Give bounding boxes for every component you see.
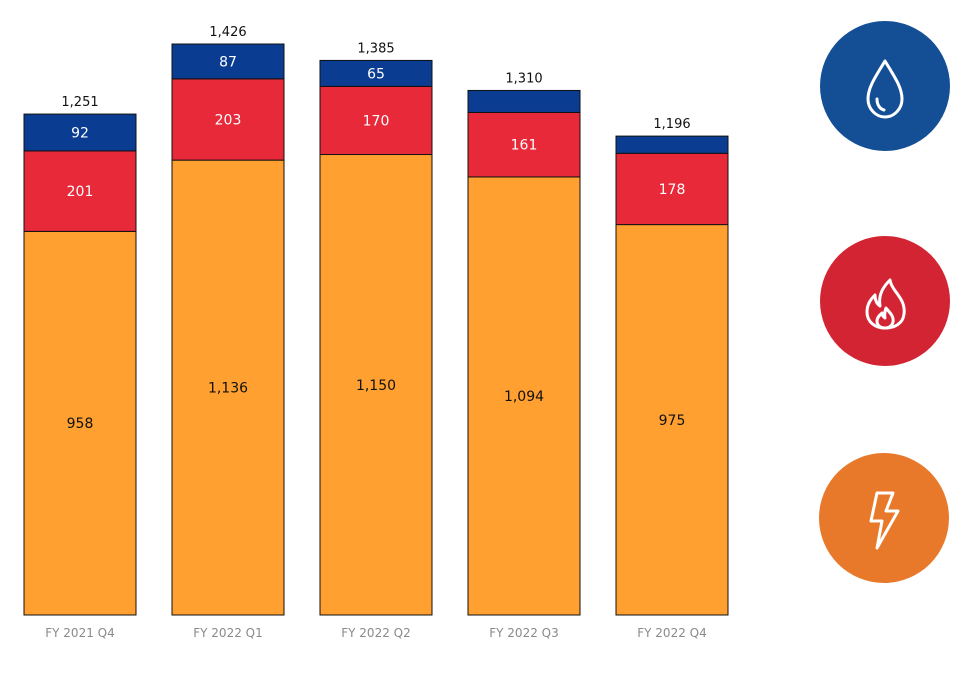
bar-segment bbox=[615, 152, 729, 226]
water-drop-icon bbox=[820, 21, 950, 151]
segment-value-label: 161 bbox=[511, 138, 538, 154]
bar-segment bbox=[467, 89, 581, 113]
segment-value-label: 170 bbox=[363, 113, 390, 129]
segment-value-label: 1,150 bbox=[356, 378, 396, 394]
bar-segment bbox=[171, 43, 285, 80]
x-tick-label: FY 2021 Q4 bbox=[45, 626, 114, 640]
segment-value-label: 92 bbox=[71, 125, 89, 141]
x-tick-label: FY 2022 Q2 bbox=[341, 626, 410, 640]
bar-segment bbox=[171, 78, 285, 161]
bar-total-label: 1,385 bbox=[357, 41, 394, 56]
segment-value-label: 1,094 bbox=[504, 389, 544, 405]
bar-total-label: 1,310 bbox=[505, 71, 542, 86]
bar-segment bbox=[319, 59, 433, 87]
bar-segment bbox=[23, 230, 137, 616]
segment-value-label: 1,136 bbox=[208, 381, 248, 397]
flame-icon bbox=[820, 236, 950, 366]
bar-segment bbox=[615, 135, 729, 154]
x-tick-label: FY 2022 Q3 bbox=[489, 626, 558, 640]
bar-segment bbox=[23, 113, 137, 152]
lightning-bolt-icon bbox=[819, 453, 949, 583]
bar-total-label: 1,251 bbox=[61, 95, 98, 110]
bar-total-label: 1,196 bbox=[653, 117, 690, 132]
bar-segment bbox=[467, 111, 581, 178]
bar-segment bbox=[23, 150, 137, 232]
segment-value-label: 87 bbox=[219, 54, 237, 70]
x-tick-label: FY 2022 Q4 bbox=[637, 626, 706, 640]
bar-total-label: 1,426 bbox=[209, 25, 246, 40]
segment-value-label: 975 bbox=[659, 413, 686, 429]
segment-value-label: 65 bbox=[367, 66, 385, 82]
segment-value-label: 178 bbox=[659, 182, 686, 198]
segment-value-label: 203 bbox=[215, 112, 242, 128]
bar-segment bbox=[467, 176, 581, 616]
bar-segment bbox=[319, 85, 433, 156]
bar-segment bbox=[615, 224, 729, 616]
bar-segment bbox=[319, 154, 433, 616]
segment-value-label: 958 bbox=[67, 416, 94, 432]
bar-segment bbox=[171, 159, 285, 616]
x-tick-label: FY 2022 Q1 bbox=[193, 626, 262, 640]
segment-value-label: 201 bbox=[67, 184, 94, 200]
